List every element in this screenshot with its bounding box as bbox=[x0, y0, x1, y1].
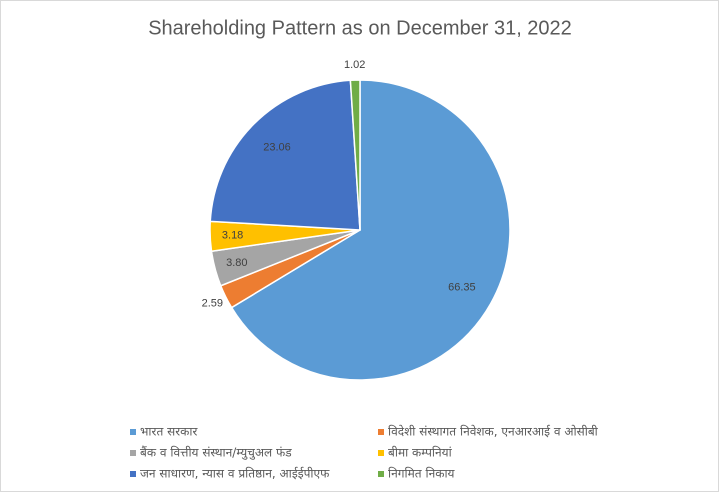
value-label: 3.18 bbox=[222, 229, 243, 241]
legend-label: जन साधारण, न्यास व प्रतिष्ठान, आईईपीएफ bbox=[140, 467, 330, 481]
legend-swatch bbox=[378, 471, 384, 477]
legend-label: बीमा कम्पनियां bbox=[388, 446, 453, 460]
value-label: 2.59 bbox=[202, 297, 223, 309]
legend-label: भारत सरकार bbox=[140, 425, 198, 439]
legend-label: विदेशी संस्थागत निवेशक, एनआरआई व ओसीबी bbox=[388, 425, 599, 439]
value-label: 3.80 bbox=[226, 257, 247, 269]
chart-title: Shareholding Pattern as on December 31, … bbox=[148, 17, 572, 39]
legend-swatch bbox=[130, 429, 136, 435]
pie-slice bbox=[230, 79, 511, 381]
legend-swatch bbox=[130, 450, 136, 456]
legend-swatch bbox=[378, 429, 384, 435]
value-label: 1.02 bbox=[344, 59, 365, 71]
legend-swatch bbox=[130, 471, 136, 477]
legend-label: निगमित निकाय bbox=[388, 467, 456, 481]
pie-slice bbox=[209, 79, 361, 231]
legend-label: बैंक व वित्तीय संस्थान/म्युचुअल फंड bbox=[140, 446, 292, 461]
value-label: 23.06 bbox=[263, 141, 291, 153]
legend-swatch bbox=[378, 450, 384, 456]
value-label: 66.35 bbox=[448, 281, 476, 293]
pie-slice bbox=[349, 79, 361, 231]
